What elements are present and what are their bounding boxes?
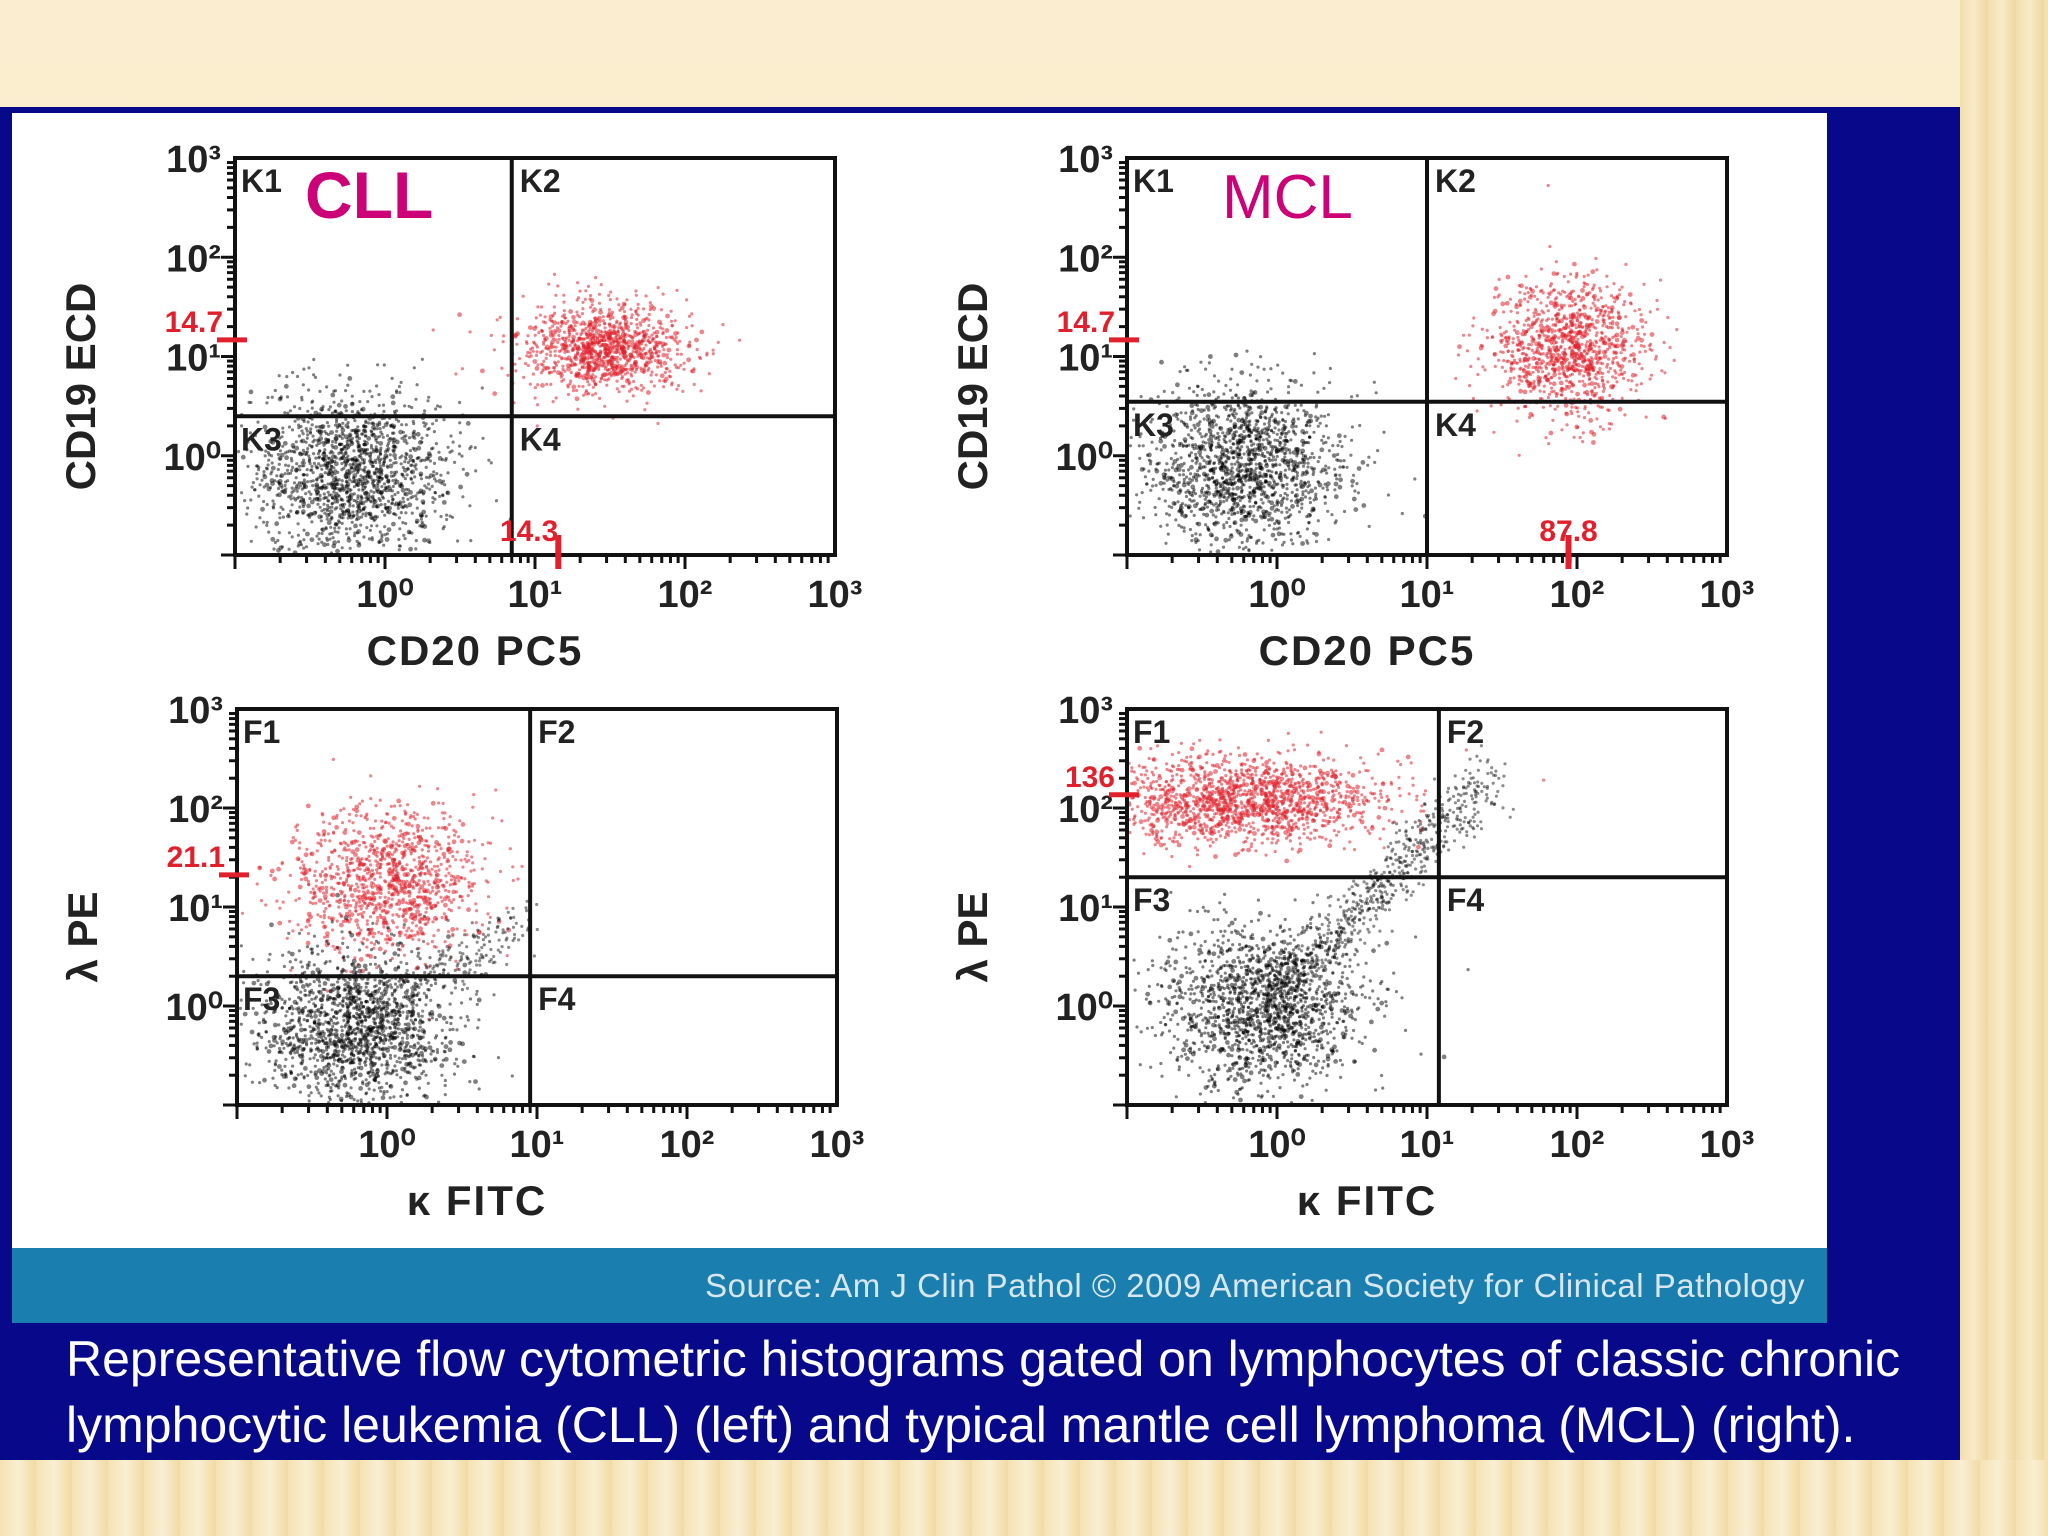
chart-title: MCL bbox=[1222, 163, 1353, 232]
quadrant-label: K1 bbox=[1133, 163, 1174, 199]
y-tick-label: 10³ bbox=[1058, 690, 1113, 732]
quadrant-label: K4 bbox=[520, 421, 561, 457]
x-tick-label: 10² bbox=[658, 574, 713, 616]
quadrant-label: K2 bbox=[520, 163, 561, 199]
y-tick-label: 10⁰ bbox=[1055, 437, 1113, 479]
y-tick-label: 10¹ bbox=[166, 338, 221, 380]
quadrant-label: F2 bbox=[1447, 714, 1484, 750]
quadrant-label: K2 bbox=[1435, 163, 1476, 199]
y-axis-label: λ PE bbox=[949, 891, 996, 982]
quadrant-label: F2 bbox=[538, 714, 575, 750]
quadrant-label: F3 bbox=[243, 981, 280, 1017]
chart-4: 10⁰ 10⁰ 10¹ 10¹ 10² 10² 10³ 10³ κ FITC λ PE F1 F2 F3… bbox=[949, 690, 1754, 1224]
x-tick-label: 10¹ bbox=[508, 574, 563, 616]
x-tick-label: 10³ bbox=[810, 1124, 865, 1166]
y-tick-label: 10³ bbox=[1058, 139, 1113, 181]
y-tick-label: 10² bbox=[1058, 238, 1113, 280]
quadrant-label: K4 bbox=[1435, 407, 1476, 443]
chart-3: 10⁰ 10⁰ 10¹ 10¹ 10² 10² 10³ 10³ κ FITC λ PE F1 F2 F3… bbox=[59, 690, 864, 1224]
y-tick-label: 10⁰ bbox=[1055, 987, 1113, 1029]
y-marker-label: 14.7 bbox=[1057, 306, 1115, 339]
population-red bbox=[432, 273, 742, 428]
x-axis-label: CD20 PC5 bbox=[1259, 627, 1476, 674]
quadrant-label: F4 bbox=[1447, 882, 1485, 918]
x-marker-label: 14.3 bbox=[500, 515, 558, 548]
chart-1: 10⁰ 10⁰ 10¹ 10¹ 10² 10² 10³ 10³ CD20 PC5 CD19 ECD… bbox=[57, 139, 862, 674]
figure-caption: Representative flow cytometric histogram… bbox=[66, 1326, 1946, 1458]
quadrant-label: F1 bbox=[1133, 714, 1170, 750]
chart-title: CLL bbox=[305, 158, 433, 232]
x-axis-label: κ FITC bbox=[1297, 1177, 1437, 1224]
y-tick-label: 10³ bbox=[166, 139, 221, 181]
x-tick-label: 10³ bbox=[1700, 574, 1755, 616]
x-tick-label: 10⁰ bbox=[1248, 1124, 1306, 1166]
y-tick-label: 10⁰ bbox=[163, 437, 221, 479]
x-tick-label: 10² bbox=[1550, 574, 1605, 616]
population-black bbox=[239, 893, 539, 1105]
y-marker-label: 21.1 bbox=[167, 841, 225, 874]
x-tick-label: 10¹ bbox=[1400, 1124, 1455, 1166]
y-tick-label: 10¹ bbox=[1058, 888, 1113, 930]
quadrant-label: F1 bbox=[243, 714, 280, 750]
x-tick-label: 10² bbox=[1550, 1124, 1605, 1166]
y-tick-label: 10² bbox=[1058, 789, 1113, 831]
x-axis-label: κ FITC bbox=[407, 1177, 547, 1224]
y-tick-label: 10¹ bbox=[168, 888, 223, 930]
x-marker-label: 87.8 bbox=[1539, 515, 1597, 548]
x-tick-label: 10⁰ bbox=[1248, 574, 1306, 616]
y-axis-label: λ PE bbox=[59, 891, 106, 982]
quadrant-label: F3 bbox=[1133, 882, 1170, 918]
x-axis-label: CD20 PC5 bbox=[367, 627, 584, 674]
caption-line-2: lymphocytic leukemia (CLL) (left) and ty… bbox=[66, 1392, 1946, 1458]
x-tick-label: 10³ bbox=[808, 574, 863, 616]
markers: 14.7 14.3 bbox=[165, 306, 559, 569]
x-tick-label: 10² bbox=[660, 1124, 715, 1166]
y-tick-label: 10³ bbox=[168, 690, 223, 732]
y-tick-label: 10¹ bbox=[1058, 338, 1113, 380]
x-tick-label: 10³ bbox=[1700, 1124, 1755, 1166]
quadrant-label: K3 bbox=[241, 421, 282, 457]
y-marker-label: 136 bbox=[1065, 761, 1115, 794]
population-red bbox=[1454, 184, 1678, 457]
x-tick-label: 10¹ bbox=[1400, 574, 1455, 616]
source-text: Source: Am J Clin Pathol © 2009 American… bbox=[705, 1267, 1827, 1305]
y-marker-label: 14.7 bbox=[165, 306, 223, 339]
population-black bbox=[1129, 350, 1428, 555]
quadrant-label: F4 bbox=[538, 981, 576, 1017]
chart-2: 10⁰ 10⁰ 10¹ 10¹ 10² 10² 10³ 10³ CD20 PC5 CD19 ECD… bbox=[949, 139, 1754, 674]
source-bar: Source: Am J Clin Pathol © 2009 American… bbox=[12, 1248, 1827, 1323]
population-red bbox=[1128, 731, 1546, 869]
x-tick-label: 10¹ bbox=[510, 1124, 565, 1166]
y-tick-label: 10⁰ bbox=[165, 987, 223, 1029]
y-axis-label: CD19 ECD bbox=[57, 283, 104, 491]
y-tick-label: 10² bbox=[166, 238, 221, 280]
y-axis-label: CD19 ECD bbox=[949, 283, 996, 491]
y-tick-label: 10² bbox=[168, 789, 223, 831]
plot-frame bbox=[1127, 709, 1727, 1105]
quadrant-label: K3 bbox=[1133, 407, 1174, 443]
caption-line-1: Representative flow cytometric histogram… bbox=[66, 1326, 1946, 1392]
quadrant-label: K1 bbox=[241, 163, 282, 199]
x-tick-label: 10⁰ bbox=[358, 1124, 416, 1166]
x-tick-label: 10⁰ bbox=[356, 574, 414, 616]
